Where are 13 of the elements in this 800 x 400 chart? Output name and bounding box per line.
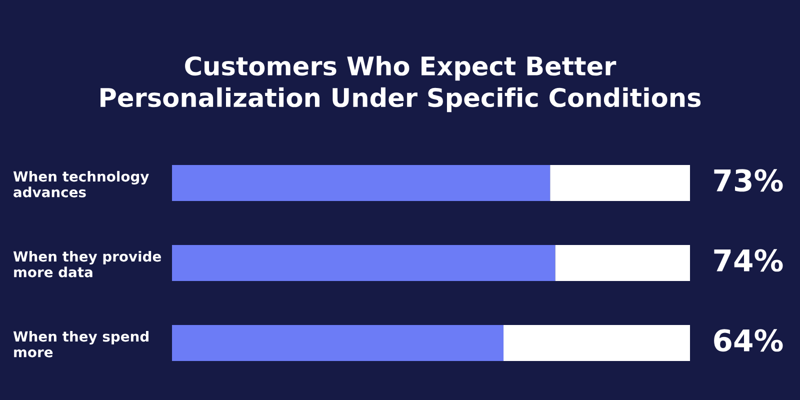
bar (172, 325, 504, 361)
data-label: 73% (714, 169, 783, 192)
bar (504, 325, 690, 361)
y-tick-label: When they spend more (13, 330, 148, 358)
bar (172, 165, 550, 201)
bar (172, 245, 556, 281)
chart-title: Customers Who Expect Better Personalization Under Specific Conditions (100, 56, 701, 112)
y-tick-label: When technology advances (13, 170, 149, 198)
bar (550, 165, 690, 201)
data-label: 74% (714, 249, 783, 272)
y-tick-label: When they provide more data (13, 250, 161, 278)
bar (555, 245, 690, 281)
data-label: 64% (714, 329, 783, 352)
